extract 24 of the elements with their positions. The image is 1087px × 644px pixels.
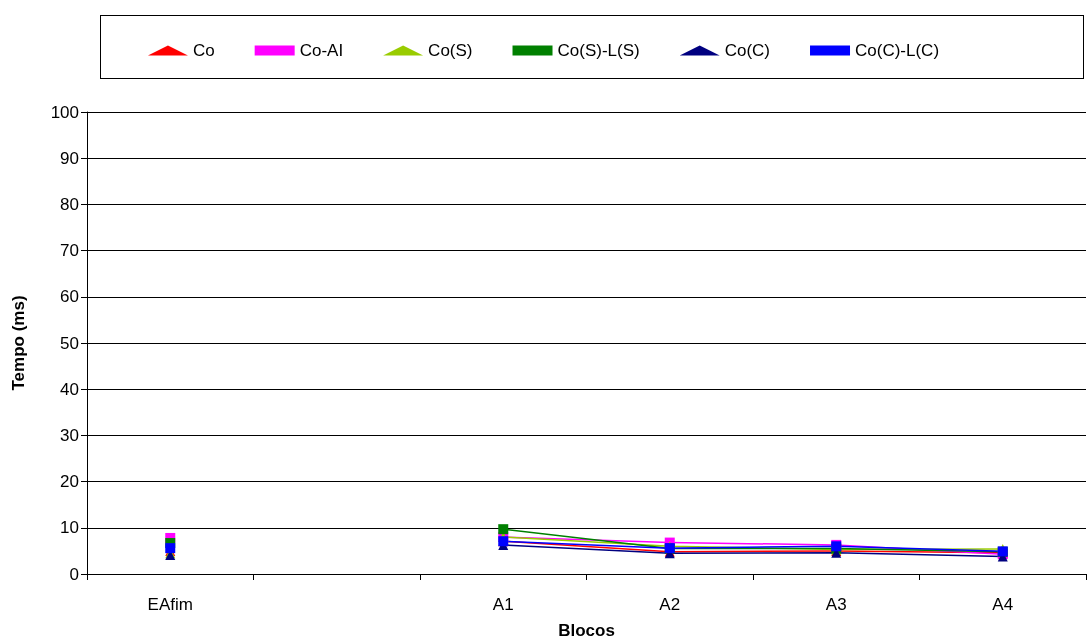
legend-label: Co(S)-L(S) xyxy=(557,41,640,60)
y-tick-label: 20 xyxy=(60,472,79,492)
y-tick-label: 80 xyxy=(60,194,79,214)
y-axis-title: Tempo (ms) xyxy=(9,295,28,391)
y-tick-label: 0 xyxy=(69,564,79,584)
y-tick-label: 90 xyxy=(60,148,79,168)
x-tick-label: A1 xyxy=(492,595,514,614)
y-tick-label: 50 xyxy=(60,333,79,353)
y-tick-label: 40 xyxy=(60,379,79,399)
y-tick-label: 10 xyxy=(60,518,79,538)
legend-label: Co(C)-L(C) xyxy=(855,41,940,60)
x-tick-label: A2 xyxy=(659,595,681,614)
y-tick-label: 100 xyxy=(50,102,79,122)
x-tick-label: A4 xyxy=(992,595,1014,614)
y-tick-label: 30 xyxy=(60,425,79,445)
y-tick-label: 70 xyxy=(60,241,79,261)
legend-label: Co(S) xyxy=(428,41,473,60)
legend-label: Co-AI xyxy=(299,41,344,60)
x-tick-label: EAfim xyxy=(147,595,193,614)
x-tick-label: A3 xyxy=(825,595,847,614)
y-tick-label: 60 xyxy=(60,287,79,307)
legend-label: Co(C) xyxy=(724,41,771,60)
legend-label: Co xyxy=(192,41,215,60)
x-axis-title: Blocos xyxy=(558,621,615,640)
